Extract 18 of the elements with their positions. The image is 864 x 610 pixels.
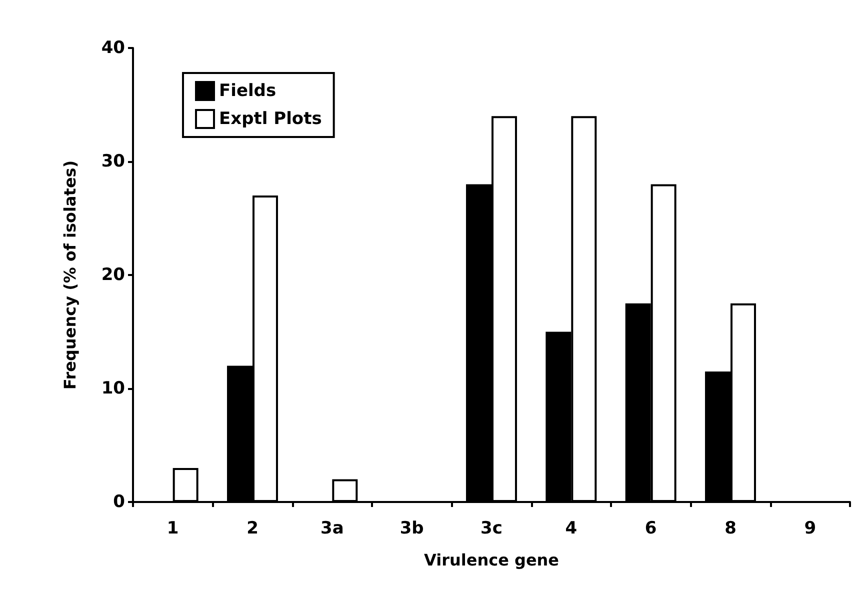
x-tick-label: 8	[724, 518, 736, 538]
x-tick-label: 4	[565, 518, 578, 538]
x-tick-label: 3b	[400, 518, 424, 538]
legend-label: Exptl Plots	[219, 109, 322, 129]
x-tick-label: 1	[166, 518, 179, 538]
x-tick-label: 3a	[320, 518, 344, 538]
y-tick-label: 20	[101, 265, 126, 285]
x-tick-label: 6	[644, 518, 657, 538]
y-tick-label: 40	[101, 38, 126, 58]
y-tick-label: 0	[113, 492, 126, 512]
y-axis-title: Frequency (% of isolates)	[60, 160, 80, 390]
x-tick-label: 2	[246, 518, 258, 538]
x-axis-title: Virulence gene	[424, 550, 560, 570]
x-tick-label: 3c	[480, 518, 502, 538]
x-tick-label: 9	[804, 518, 816, 538]
y-tick-label: 10	[101, 378, 126, 398]
y-tick-label: 30	[101, 152, 126, 172]
legend-label: Fields	[219, 81, 276, 101]
